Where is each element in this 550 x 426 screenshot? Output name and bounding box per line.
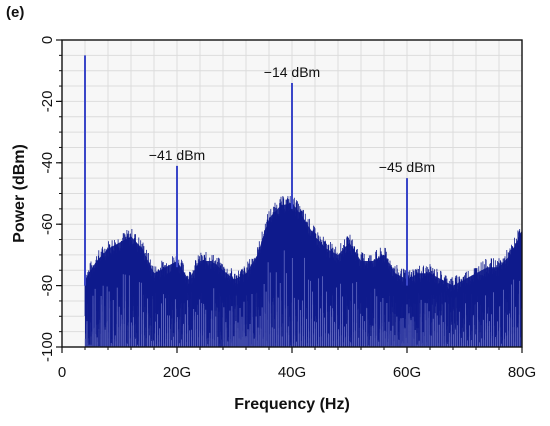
panel-label: (e)	[6, 4, 25, 21]
peaks: −41 dBm −14 dBm −45 dBm	[84, 55, 435, 286]
spectrum-series	[84, 195, 523, 347]
peak-label-2: −14 dBm	[264, 64, 320, 80]
y-tick-label-4: -80	[39, 275, 56, 297]
x-tick-label-4: 80G	[508, 364, 536, 381]
y-tick-label-5: -100	[39, 332, 56, 362]
y-tick-label-3: -60	[39, 213, 56, 235]
x-tick-label-0: 0	[58, 364, 66, 381]
noise-streaks	[84, 250, 523, 347]
spectrum-trace	[84, 195, 523, 347]
y-tick-label-2: -40	[39, 152, 56, 174]
x-tick-label-1: 20G	[163, 364, 191, 381]
peak-label-1: −41 dBm	[149, 147, 205, 163]
y-tick-label-0: 0	[39, 36, 56, 44]
axes: 0 20G 40G 60G 80G 0 -20 -40 -60 -80 -100	[39, 36, 536, 381]
y-tick-label-1: -20	[39, 91, 56, 113]
x-tick-label-2: 40G	[278, 364, 306, 381]
peak-label-3: −45 dBm	[379, 159, 435, 175]
x-axis-label: Frequency (Hz)	[234, 396, 350, 413]
x-tick-label-3: 60G	[393, 364, 421, 381]
y-axis-label: Power (dBm)	[11, 144, 28, 243]
